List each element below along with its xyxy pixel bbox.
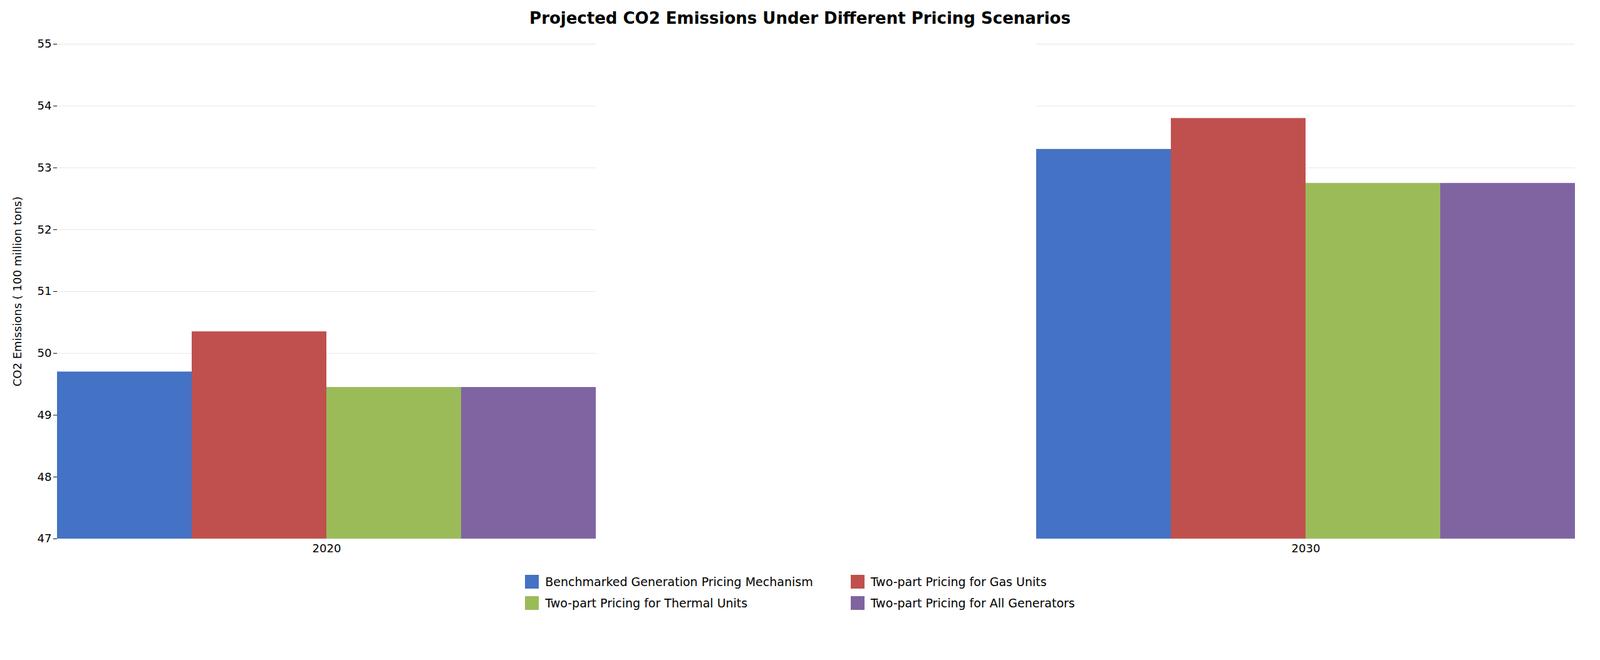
html-text:Two-part Pricing for Gas Units: Two-part Pricing for Gas Units — [870, 575, 1047, 589]
html-text:Benchmarked Generation Pricing: Benchmarked Generation Pricing Mechanism — [545, 575, 813, 589]
svg-text:2020: 2020 — [312, 541, 342, 556]
svg-text:53: 53 — [37, 161, 52, 175]
html-text:Two-part Pricing for All Gener: Two-part Pricing for All Generators — [870, 596, 1075, 611]
svg-text:50: 50 — [37, 346, 52, 360]
html-text:Projected CO2 Emissions Under: Projected CO2 Emissions Under Different … — [529, 8, 1071, 28]
svg-text:55: 55 — [37, 36, 52, 51]
svg-text:54: 54 — [37, 98, 52, 113]
svg-text:51: 51 — [37, 284, 52, 298]
svg-text:49: 49 — [37, 408, 52, 422]
svg-text:47: 47 — [37, 531, 52, 546]
svg-text:52: 52 — [37, 223, 52, 237]
svg-text:2030: 2030 — [1291, 541, 1321, 556]
svg-text:48: 48 — [37, 470, 52, 484]
html-text:Two-part Pricing for Thermal U: Two-part Pricing for Thermal Units — [545, 596, 748, 611]
svg-text:CO2 Emissions ( 100 million to: CO2 Emissions ( 100 million tons) — [10, 196, 24, 387]
